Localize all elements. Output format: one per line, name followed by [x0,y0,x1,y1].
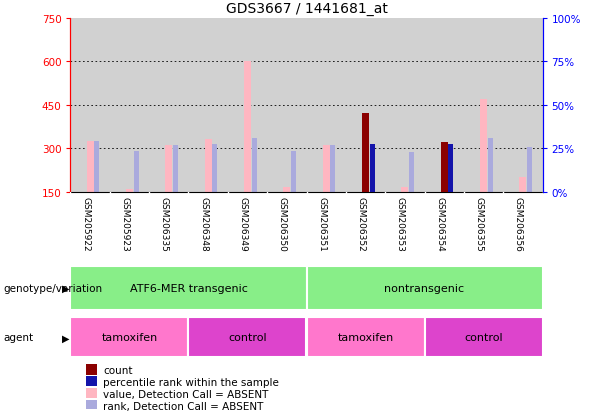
Bar [110,19,149,192]
Bar [94,141,99,192]
Bar [291,152,296,192]
Text: ATF6-MER transgenic: ATF6-MER transgenic [129,283,248,293]
Bar [346,19,385,192]
Bar [213,145,217,192]
Bar [306,266,543,310]
Bar [424,19,464,192]
Bar [228,19,267,192]
Text: GSM206349: GSM206349 [238,197,248,252]
Bar [488,139,493,192]
Text: GSM206353: GSM206353 [396,197,405,252]
Bar [173,146,178,192]
Bar [149,19,189,192]
Bar [134,152,139,192]
Text: ▶: ▶ [63,283,70,293]
Text: GSM206348: GSM206348 [199,197,208,252]
Bar [306,318,424,358]
Text: nontransgenic: nontransgenic [384,283,465,293]
Bar [267,19,306,192]
Bar [252,139,257,192]
Text: GSM206335: GSM206335 [160,197,169,252]
Bar [189,19,228,192]
Text: GSM206352: GSM206352 [357,197,365,252]
Bar [267,19,306,192]
Bar [480,100,487,192]
Bar [424,318,543,358]
Bar [228,19,267,192]
Text: percentile rank within the sample: percentile rank within the sample [104,377,280,387]
Text: agent: agent [3,332,33,343]
Bar [370,145,375,192]
Bar [86,364,97,375]
Bar [330,146,335,192]
Text: GSM206351: GSM206351 [317,197,326,252]
Bar [464,19,503,192]
Bar [166,146,172,192]
Bar [441,143,447,192]
Text: GSM205922: GSM205922 [81,197,90,251]
Bar [126,189,133,192]
Text: ▶: ▶ [63,332,70,343]
Bar [283,188,291,192]
Bar [503,19,543,192]
Bar [110,19,149,192]
Bar [70,19,110,192]
Bar [306,19,346,192]
Text: GSM206356: GSM206356 [514,197,523,252]
Bar [86,141,94,192]
Bar [189,19,228,192]
Text: GSM206350: GSM206350 [278,197,287,252]
Bar [449,145,453,192]
Bar [362,114,369,192]
Bar [86,376,97,387]
Bar [527,147,532,192]
Bar [306,19,346,192]
Bar [86,400,97,410]
Title: GDS3667 / 1441681_at: GDS3667 / 1441681_at [226,2,387,16]
Text: GSM206355: GSM206355 [474,197,484,252]
Bar [346,19,385,192]
Bar [70,318,189,358]
Bar [70,266,306,310]
Bar [189,318,306,358]
Bar [385,19,424,192]
Text: value, Detection Call = ABSENT: value, Detection Call = ABSENT [104,389,268,399]
Text: genotype/variation: genotype/variation [3,283,102,293]
Bar [424,19,464,192]
Text: GSM206354: GSM206354 [435,197,444,252]
Text: GSM205923: GSM205923 [121,197,129,252]
Bar [205,140,211,192]
Bar [322,146,330,192]
Bar [503,19,543,192]
Text: tamoxifen: tamoxifen [101,332,158,343]
Bar [244,62,251,192]
Bar [402,188,408,192]
Text: count: count [104,365,133,375]
Text: control: control [228,332,267,343]
Text: tamoxifen: tamoxifen [337,332,394,343]
Text: rank, Detection Call = ABSENT: rank, Detection Call = ABSENT [104,401,264,411]
Bar [464,19,503,192]
Bar [385,19,424,192]
Bar [70,19,110,192]
Bar [86,388,97,399]
Bar [409,153,414,192]
Text: control: control [464,332,503,343]
Bar [149,19,189,192]
Bar [519,178,527,192]
